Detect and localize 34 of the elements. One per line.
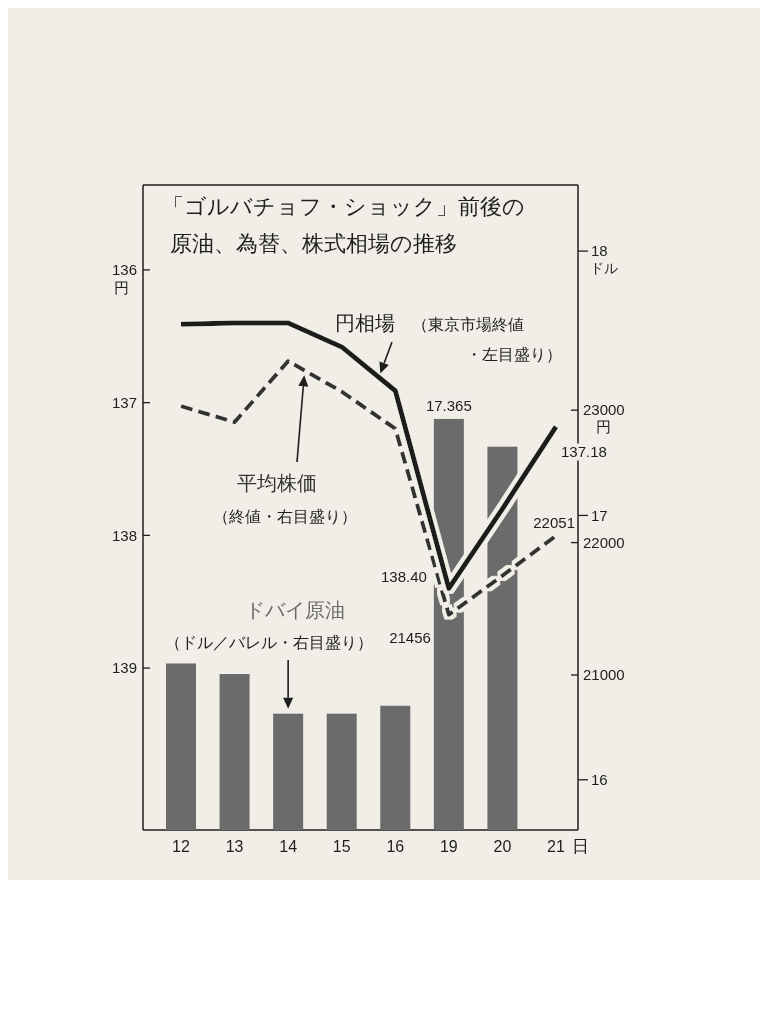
data-label: 21456 [389, 628, 431, 646]
y-tick-label: 136 [111, 261, 137, 279]
x-axis-title: 日 [572, 836, 589, 856]
y3-tick-label: 16 [591, 771, 608, 789]
x-tick-label: 15 [332, 838, 351, 855]
data-label: 22051 [533, 513, 575, 531]
text: 平均株価 [237, 471, 317, 495]
y-tick-label: 138 [111, 526, 137, 544]
annotation: （東京市場終値・左目盛り） [412, 315, 562, 364]
y3-axis-title: ドル [590, 260, 618, 277]
text: ドバイ原油 [245, 598, 345, 622]
y2-tick-label: 22000 [583, 533, 625, 551]
x-tick-label: 16 [386, 838, 405, 855]
data-label: 138.40 [380, 568, 427, 586]
data-label: 17.365 [425, 396, 472, 414]
x-tick-label: 14 [279, 838, 298, 855]
x-tick-label: 21 [547, 838, 565, 855]
series-label: 円相場 [335, 311, 395, 335]
x-tick-label: 19 [439, 838, 458, 855]
text: 「ゴルバチョフ・ショック」前後の原油、為替、株式相場の推移 [162, 194, 525, 256]
y2-axis-title: 円 [596, 418, 612, 437]
y3-tick-label: 18 [591, 242, 608, 260]
y-tick-label: 139 [111, 659, 137, 677]
data-label: 137.18 [561, 442, 607, 460]
y3-tick-label: 17 [591, 506, 608, 524]
y-tick-label: 137 [111, 393, 137, 411]
y-axis-title: 円 [113, 278, 129, 297]
x-tick-label: 20 [493, 838, 512, 855]
annotation: （終値・右目盛り） [213, 507, 357, 526]
annotation: （ドル／バレル・右目盛り） [165, 633, 373, 652]
x-tick-label: 13 [225, 838, 244, 855]
y2-tick-label: 21000 [583, 666, 625, 684]
y2-tick-label: 23000 [583, 401, 625, 419]
x-tick-label: 12 [172, 838, 190, 855]
